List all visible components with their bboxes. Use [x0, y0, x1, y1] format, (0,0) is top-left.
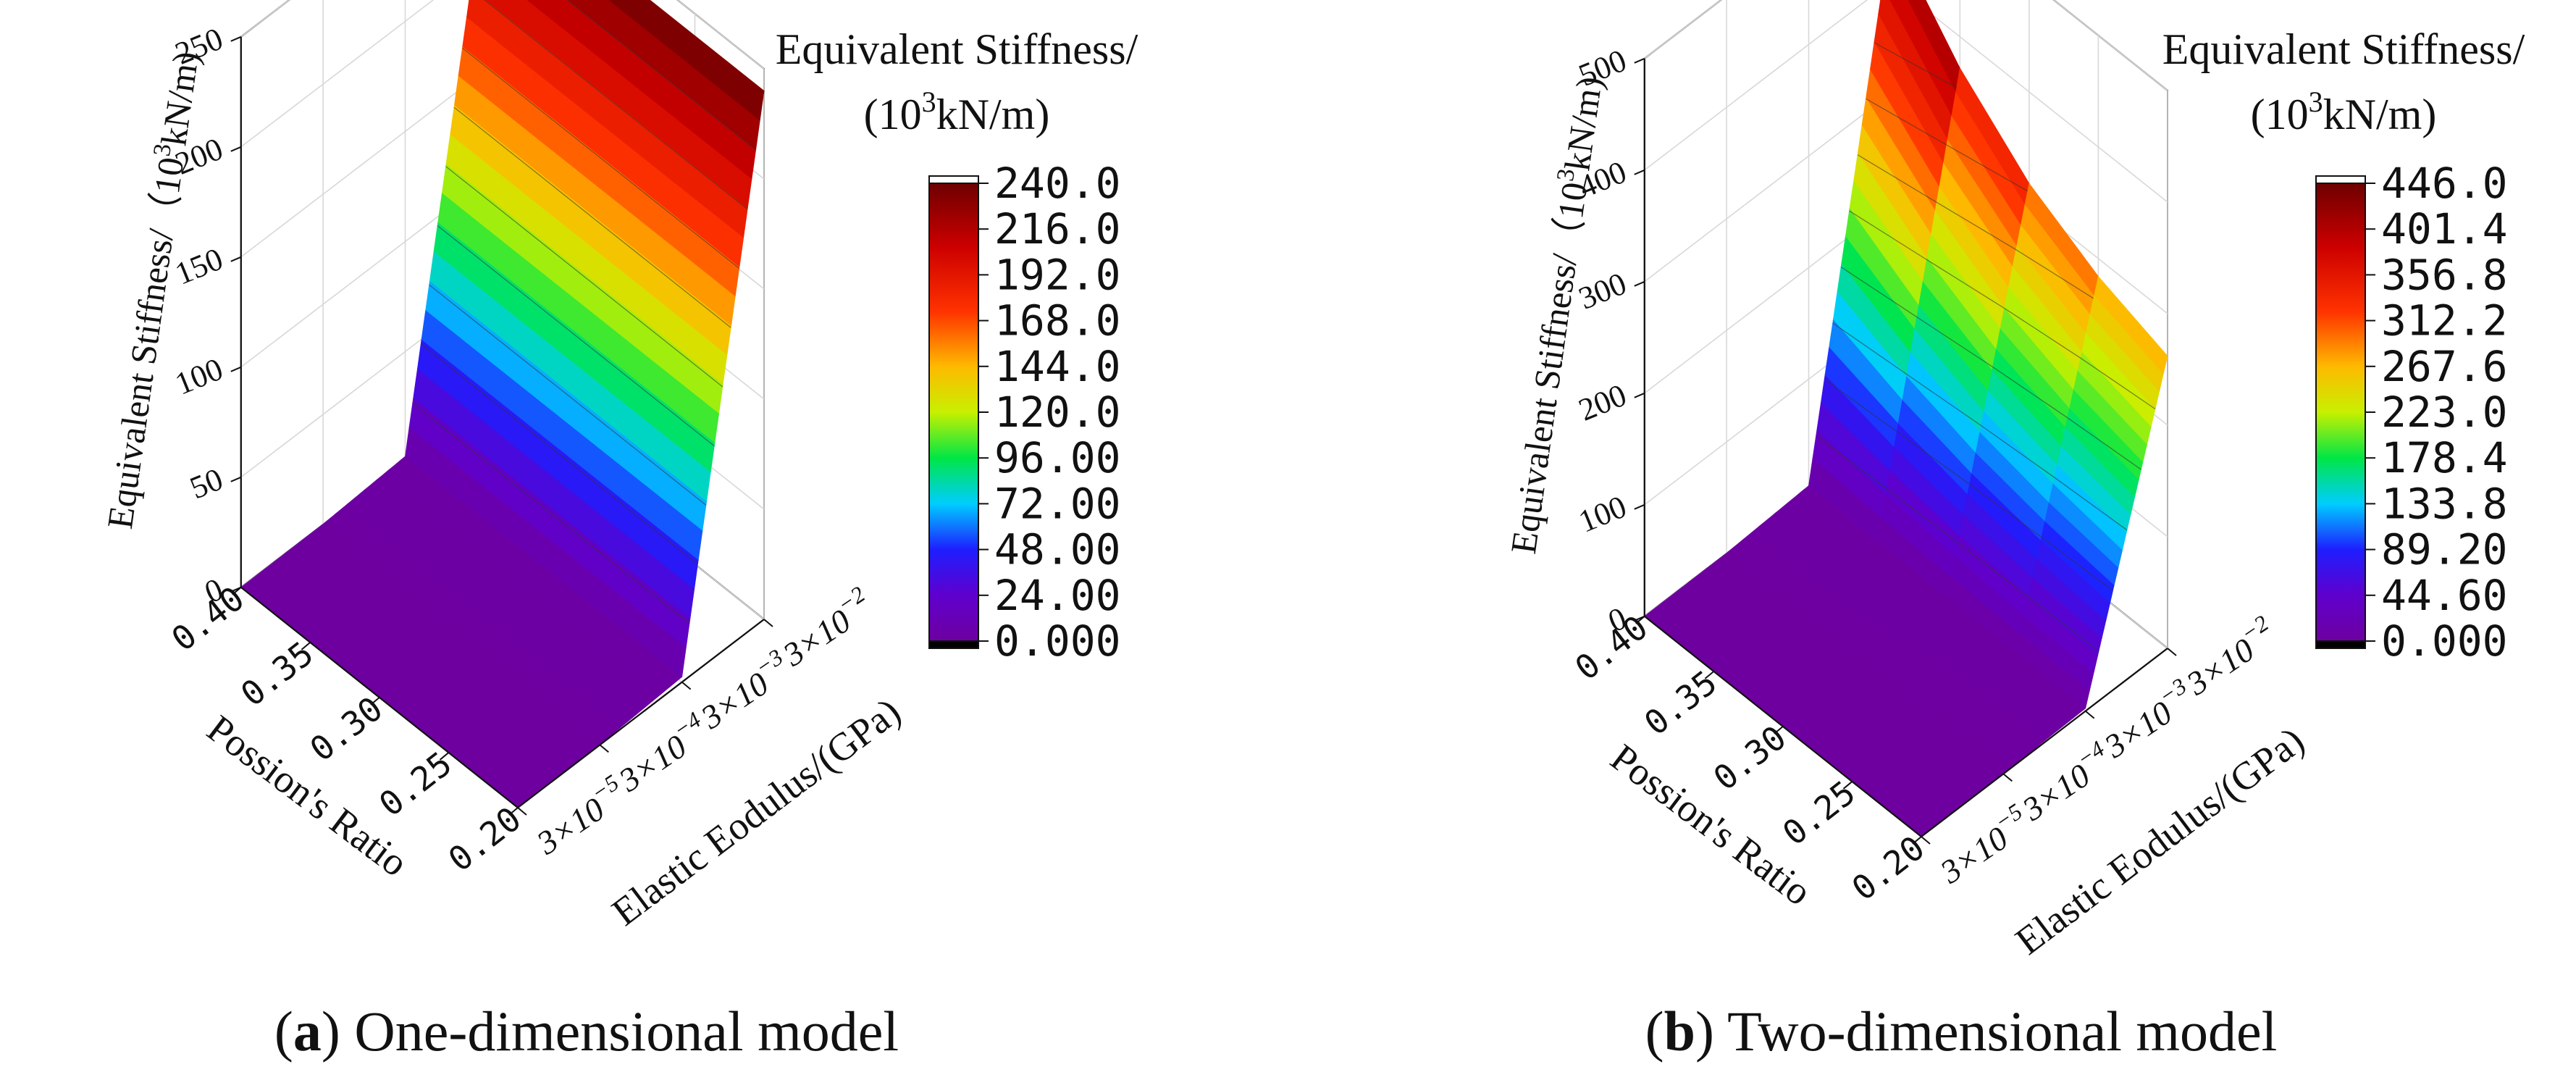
x-tick-label: 0.25: [372, 744, 459, 824]
caption-label: b: [1664, 1000, 1695, 1063]
z-tick: [231, 477, 241, 482]
caption-label: a: [293, 1000, 322, 1063]
colorbar-tick-label: 133.8: [2381, 479, 2508, 528]
x-tick-label: 0.30: [303, 689, 390, 769]
colorbar-unit-head: (10: [864, 91, 922, 138]
caption-text: Two-dimensional model: [1727, 1000, 2277, 1063]
y-tick-group: 3×10−2: [2176, 610, 2283, 703]
z-axis-title: Equivalent Stiffness/（103kN/m): [96, 49, 206, 532]
x-tick-label: 0.25: [1775, 773, 1863, 853]
y-tick: [518, 808, 526, 815]
panel-caption: (b) Two-dimensional model: [1645, 1000, 2278, 1063]
colorbar-bar: [2316, 183, 2365, 641]
z-axis-title-group: Equivalent Stiffness/（103kN/m): [96, 49, 206, 532]
colorbar-unit-head: (10: [2251, 91, 2309, 138]
z-tick-label: 100: [170, 351, 228, 402]
colorbar-cap-bottom: [929, 641, 978, 648]
z-axis-title-unit: kN/m): [153, 49, 206, 148]
colorbar-tick-label: 0.000: [2381, 616, 2508, 666]
x-tick-label: 0.20: [441, 799, 529, 879]
colorbar-tick-label: 192.0: [994, 250, 1121, 299]
colorbar-title: Equivalent Stiffness/: [776, 25, 1138, 73]
y-axis-title: Elastic Eodulus/(GPa): [2007, 719, 2312, 963]
z-tick: [231, 37, 241, 41]
z-tick: [1635, 393, 1645, 398]
colorbar-tick-label: 48.00: [994, 525, 1121, 574]
colorbar-tick-label: 144.0: [994, 342, 1121, 391]
colorbar-unit-sup: 3: [2309, 85, 2323, 118]
caption-close: ): [1695, 1000, 1727, 1063]
z-axis-title-text: Equivalent Stiffness/（10: [99, 155, 191, 532]
y-tick: [764, 619, 773, 627]
z-tick: [1635, 59, 1645, 63]
y-tick: [600, 745, 608, 752]
x-tick-label: 0.20: [1845, 828, 1932, 908]
colorbar-tick-label: 44.60: [2381, 571, 2508, 620]
z-tick: [1635, 170, 1645, 175]
z-axis-title-text: Equivalent Stiffness/（10: [1503, 180, 1595, 556]
colorbar-tick-label: 240.0: [994, 159, 1121, 208]
z-tick: [231, 147, 241, 151]
colorbar-cap-top: [929, 176, 978, 183]
caption-text: One-dimensional model: [354, 1000, 899, 1063]
colorbar-tick-label: 401.4: [2381, 204, 2508, 254]
colorbar-tick-label: 356.8: [2381, 250, 2508, 299]
z-tick-label: 200: [1574, 377, 1632, 428]
colorbar-unit-tail: kN/m): [936, 91, 1050, 138]
z-tick: [1635, 505, 1645, 509]
colorbar-tick-label: 89.20: [2381, 525, 2508, 574]
y-tick: [682, 682, 691, 690]
y-tick-label: 3×10−2: [772, 581, 880, 674]
y-tick: [1921, 837, 1930, 844]
colorbar-unit-sup: 3: [922, 85, 936, 118]
y-tick-group: 3×10−2: [772, 581, 880, 674]
colorbar-unit: (103kN/m): [2251, 85, 2437, 138]
panel-caption: (a) One-dimensional model: [274, 1000, 899, 1063]
colorbar-bar: [929, 183, 978, 641]
z-axis-title-group: Equivalent Stiffness/（103kN/m): [1500, 73, 1610, 556]
y-tick-label: 3×10−2: [2176, 610, 2283, 703]
colorbar-tick-label: 0.000: [994, 616, 1121, 666]
z-tick: [1635, 282, 1645, 286]
y-axis-title: Elastic Eodulus/(GPa): [604, 690, 909, 934]
z-tick-label: 100: [1574, 489, 1632, 540]
colorbar-tick-label: 312.2: [2381, 296, 2508, 346]
z-tick-label: 50: [185, 461, 227, 506]
y-tick: [2168, 648, 2176, 656]
x-tick-label: 0.35: [233, 634, 321, 714]
colorbar-unit: (103kN/m): [864, 85, 1050, 138]
colorbar-tick-label: 120.0: [994, 388, 1121, 437]
z-axis-title: Equivalent Stiffness/（103kN/m): [1500, 73, 1610, 556]
z-tick: [231, 367, 241, 372]
colorbar-tick-label: 168.0: [994, 296, 1121, 346]
colorbar-tick-label: 446.0: [2381, 159, 2508, 208]
caption-close: ): [322, 1000, 354, 1063]
colorbar-tick-label: 24.00: [994, 571, 1121, 620]
z-axis-title-unit: kN/m): [1556, 74, 1610, 173]
colorbar-cap-top: [2316, 176, 2365, 183]
x-tick-label: 0.35: [1637, 663, 1724, 743]
colorbar-tick-label: 223.0: [2381, 388, 2508, 437]
colorbar-tick-label: 72.00: [994, 479, 1121, 528]
y-tick: [2086, 711, 2094, 719]
colorbar-tick-label: 267.6: [2381, 342, 2508, 391]
colorbar-cap-bottom: [2316, 641, 2365, 648]
caption-open: (: [274, 1000, 293, 1063]
colorbar-tick-label: 216.0: [994, 204, 1121, 254]
colorbar-tick-label: 178.4: [2381, 433, 2508, 482]
colorbar-unit-tail: kN/m): [2323, 91, 2437, 138]
z-tick: [231, 257, 241, 261]
x-tick-label: 0.30: [1706, 718, 1794, 798]
colorbar-tick-label: 96.00: [994, 433, 1121, 482]
y-tick: [2003, 774, 2012, 781]
caption-open: (: [1645, 1000, 1664, 1063]
colorbar-title: Equivalent Stiffness/: [2162, 25, 2525, 73]
